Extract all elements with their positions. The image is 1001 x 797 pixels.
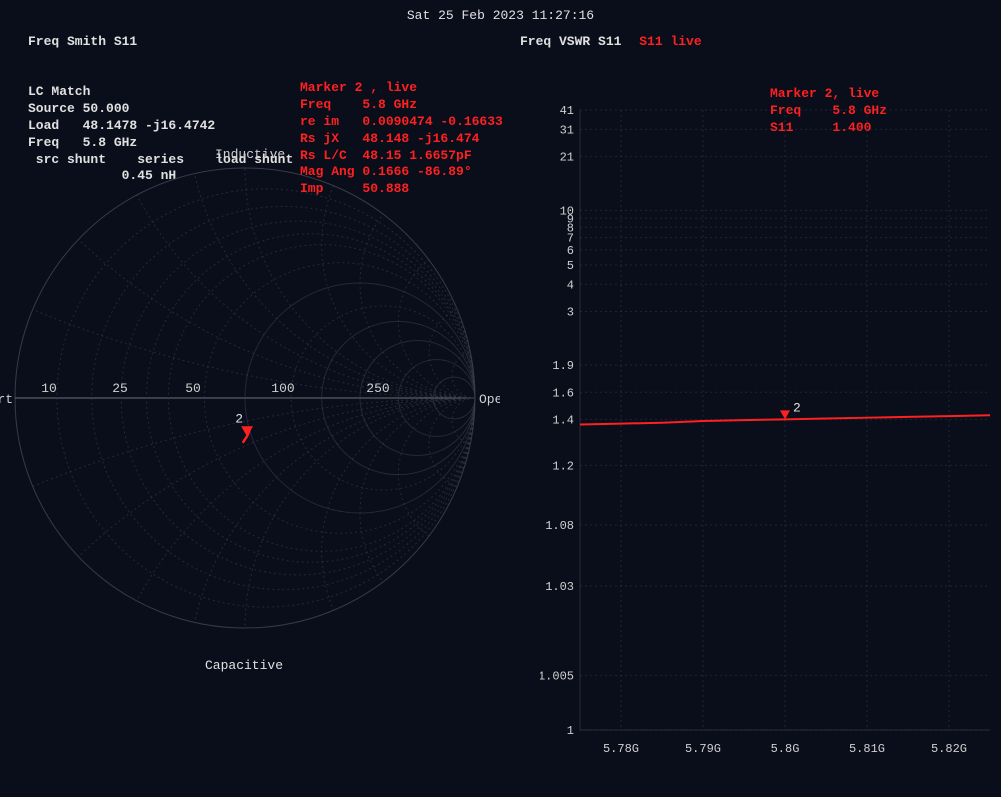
svg-text:41: 41 — [560, 104, 574, 118]
vswr-chart: 4131211098765431.91.61.41.21.081.031.005… — [540, 100, 1000, 760]
svg-text:5.81G: 5.81G — [849, 742, 885, 756]
svg-text:Short: Short — [0, 392, 13, 407]
svg-text:2: 2 — [793, 400, 801, 415]
smith-chart: Short Open 10 25 50 100 250 Inductive 2 — [0, 140, 500, 700]
svg-text:5: 5 — [567, 259, 574, 273]
svg-text:1.4: 1.4 — [552, 413, 574, 427]
smith-svg: Short Open 10 25 50 100 250 Inductive 2 — [0, 140, 500, 700]
svg-text:100: 100 — [271, 381, 294, 396]
svg-text:3: 3 — [567, 306, 574, 320]
svg-text:5.8G: 5.8G — [771, 742, 800, 756]
svg-text:1.08: 1.08 — [545, 519, 574, 533]
svg-text:4: 4 — [567, 278, 574, 292]
svg-text:21: 21 — [560, 151, 574, 165]
svg-text:6: 6 — [567, 244, 574, 258]
right-title-text: Freq VSWR S11 — [520, 34, 621, 49]
svg-text:1.9: 1.9 — [552, 359, 574, 373]
vswr-svg: 4131211098765431.91.61.41.21.081.031.005… — [540, 100, 1000, 780]
svg-text:50: 50 — [185, 381, 201, 396]
svg-text:10: 10 — [41, 381, 57, 396]
timestamp: Sat 25 Feb 2023 11:27:16 — [407, 8, 594, 23]
svg-text:Open: Open — [479, 392, 500, 407]
svg-text:Inductive: Inductive — [215, 147, 285, 162]
svg-text:1.2: 1.2 — [552, 459, 574, 473]
svg-text:250: 250 — [366, 381, 389, 396]
svg-text:25: 25 — [112, 381, 128, 396]
ml-reim: re im 0.0090474 -0.16633 — [300, 114, 503, 131]
lc-load: Load 48.1478 -j16.4742 — [28, 118, 293, 135]
svg-text:1.03: 1.03 — [545, 580, 574, 594]
lc-heading: LC Match — [28, 84, 293, 101]
svg-text:5.79G: 5.79G — [685, 742, 721, 756]
s11-live-label: S11 live — [639, 34, 701, 49]
ml-title: Marker 2 , live — [300, 80, 503, 97]
svg-text:1.6: 1.6 — [552, 386, 574, 400]
svg-text:2: 2 — [235, 411, 243, 426]
svg-text:5.82G: 5.82G — [931, 742, 967, 756]
svg-text:5.78G: 5.78G — [603, 742, 639, 756]
svg-text:31: 31 — [560, 123, 574, 137]
left-chart-title: Freq Smith S11 — [28, 34, 137, 49]
lc-source: Source 50.000 — [28, 101, 293, 118]
ml-freq: Freq 5.8 GHz — [300, 97, 503, 114]
capacitive-label: Capacitive — [205, 658, 283, 673]
svg-text:1: 1 — [567, 724, 574, 738]
right-chart-title: Freq VSWR S11 S11 live — [520, 34, 702, 49]
svg-text:1.005: 1.005 — [540, 669, 574, 683]
